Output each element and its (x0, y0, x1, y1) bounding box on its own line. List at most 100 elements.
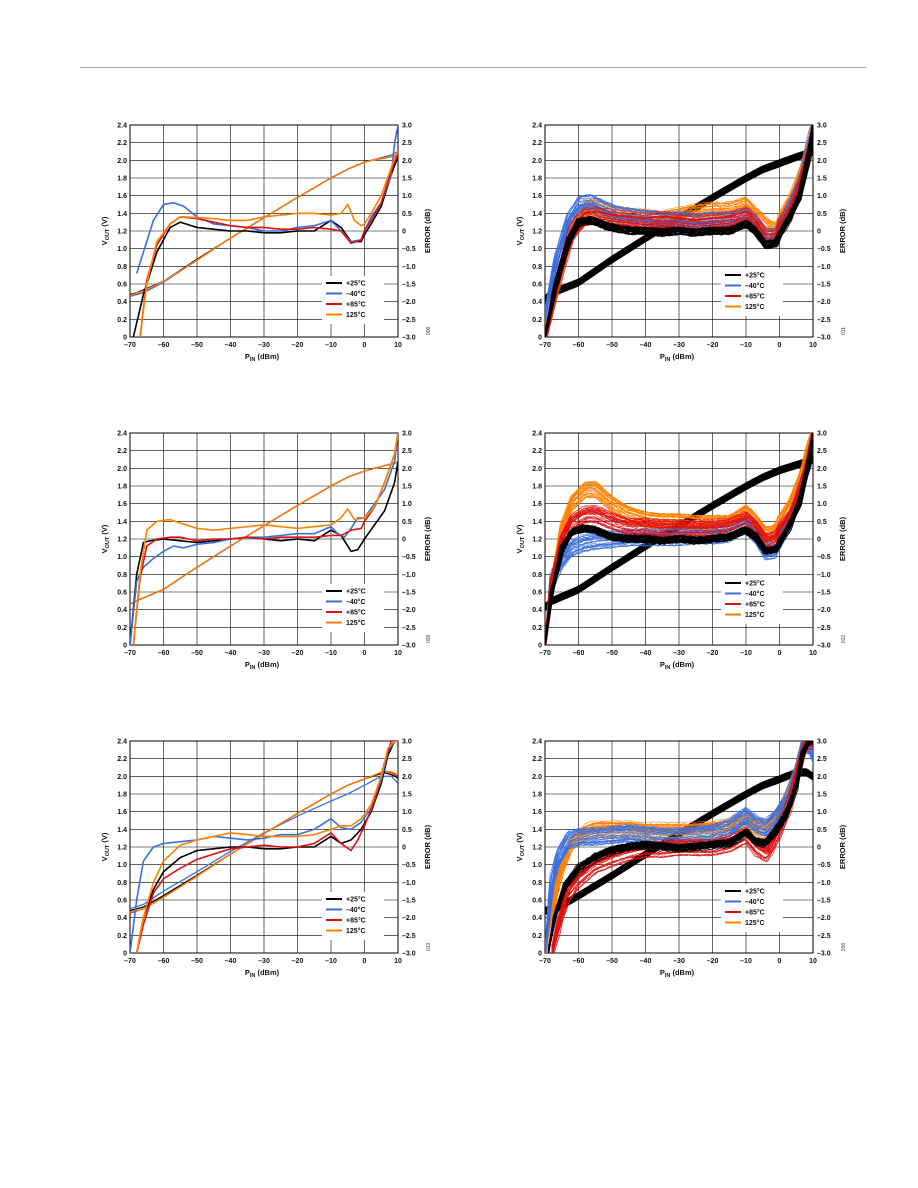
error-trace (545, 440, 813, 645)
x-tick-label: –30 (673, 958, 685, 965)
error-trace (545, 434, 813, 645)
x-tick-label: –70 (539, 650, 551, 657)
y2-tick-label: 3.0 (817, 123, 827, 130)
y2-tick-label: 1.5 (402, 792, 412, 799)
figure-number: 011 (841, 327, 847, 335)
legend-label: –40°C (745, 282, 765, 290)
x-axis-label: PIN (dBm) (245, 660, 280, 671)
x-tick-label: –40 (225, 958, 237, 965)
y-tick-label: 2.4 (532, 123, 542, 130)
error-line (130, 741, 398, 953)
y-tick-label: 0.2 (532, 317, 542, 324)
y-tick-label: 1.2 (532, 537, 542, 544)
y-axis-label-sub: OUT (105, 536, 111, 548)
y2-tick-label: –1.5 (817, 590, 831, 597)
legend-label: 125°C (745, 303, 765, 311)
x-tick-label: 0 (363, 650, 367, 657)
y-axis-label: VOUT (V) (515, 832, 526, 861)
y-tick-label: 0.4 (532, 915, 542, 922)
y-axis-label-main: V (515, 548, 524, 553)
y-axis-label: VOUT (V) (100, 216, 111, 245)
error-trace (545, 125, 813, 335)
y-tick-label: 1.8 (532, 484, 542, 491)
x-tick-label: –60 (158, 958, 170, 965)
y2-tick-label: –0.5 (817, 246, 831, 253)
x-axis-label-sub: IN (250, 665, 256, 671)
y-tick-label: 2.4 (532, 431, 542, 438)
x-tick-label: –10 (740, 342, 752, 349)
x-tick-label: –20 (292, 650, 304, 657)
x-tick-label: –50 (606, 342, 618, 349)
error-trace (545, 433, 813, 643)
y-tick-label: 0.8 (117, 264, 127, 271)
y2-tick-label: 1.5 (402, 484, 412, 491)
y-tick-label: 1.0 (117, 554, 127, 561)
error-trace (545, 745, 813, 953)
plot-area (545, 433, 813, 645)
error-trace (545, 742, 813, 952)
y2-tick-label: –1.5 (817, 282, 831, 289)
y2-tick-label: –1.0 (402, 264, 416, 271)
y-tick-label: 0.2 (117, 933, 127, 940)
x-axis-label-sub: IN (665, 357, 671, 363)
plot-frame (129, 740, 399, 954)
error-trace (545, 433, 812, 639)
x-axis-label-sub: IN (250, 357, 256, 363)
error-trace (545, 741, 813, 949)
error-trace (545, 125, 813, 337)
error-trace (545, 126, 813, 337)
error-trace (545, 434, 813, 645)
y2-tick-label: 1.0 (817, 809, 827, 816)
error-trace (552, 748, 813, 953)
x-tick-label: –40 (225, 650, 237, 657)
y2-tick-label: –0.5 (402, 246, 416, 253)
x-tick-label: 10 (809, 958, 817, 965)
y2-tick-label: –2.5 (817, 317, 831, 324)
legend-label: +85°C (346, 609, 366, 617)
y-axis-label-sub: OUT (520, 228, 526, 240)
y-tick-label: 0.6 (117, 282, 127, 289)
y2-tick-label: 0.5 (402, 827, 412, 834)
y-axis-label-unit: (V) (515, 524, 524, 537)
y2-tick-label: –3.0 (402, 951, 416, 958)
chart-panel-2: –70 –60 –50 –40 –30 –20 –10 0 10 0 0.2 0.4 0.6 0.8 1.0… (500, 105, 847, 365)
vout-line (130, 770, 398, 913)
y-tick-label: 2.0 (117, 774, 127, 781)
y2-tick-label: 1.5 (817, 484, 827, 491)
y-tick-label: 1.8 (117, 176, 127, 183)
y-tick-label: 0.2 (532, 625, 542, 632)
x-tick-label: 10 (394, 650, 402, 657)
x-axis-label-sub: IN (665, 665, 671, 671)
y-tick-label: 2.0 (532, 466, 542, 473)
y2-tick-label: 0.5 (817, 519, 827, 526)
y-tick-label: 1.4 (532, 827, 542, 834)
x-tick-label: –30 (673, 342, 685, 349)
y2-tick-label: –1.5 (817, 898, 831, 905)
x-tick-label: 0 (363, 342, 367, 349)
legend-label: +25°C (346, 280, 366, 288)
y-axis-label: VOUT (V) (515, 216, 526, 245)
y-tick-label: 0 (538, 643, 542, 650)
y-tick-label: 2.2 (117, 756, 127, 763)
y2-tick-label: –3.0 (817, 335, 831, 342)
chart-panel-5: –70 –60 –50 –40 –30 –20 –10 0 10 0 0.2 0.4 0.6 0.8 1.0… (85, 721, 432, 981)
vout-line (130, 461, 398, 605)
y-tick-label: 0.2 (117, 625, 127, 632)
x-axis-label-main: P (660, 968, 665, 977)
x-tick-label: –70 (124, 650, 136, 657)
y2-tick-label: –0.5 (817, 862, 831, 869)
y-tick-label: 1.2 (532, 845, 542, 852)
figure-number: 009 (426, 635, 432, 644)
y-tick-label: 0.6 (532, 898, 542, 905)
error-trace (545, 437, 813, 645)
y-axis-label-unit: (V) (100, 216, 109, 229)
y2-tick-label: –2.0 (402, 299, 416, 306)
error-line (135, 741, 398, 953)
y-tick-label: 2.0 (532, 158, 542, 165)
plot-frame (544, 432, 814, 646)
x-tick-label: –40 (225, 342, 237, 349)
y-axis-label-sub: OUT (520, 844, 526, 856)
error-trace (545, 433, 813, 644)
chart-panel-6: –70 –60 –50 –40 –30 –20 –10 0 10 0 0.2 0.4 0.6 0.8 1.0… (500, 721, 847, 981)
error-line (135, 741, 398, 953)
